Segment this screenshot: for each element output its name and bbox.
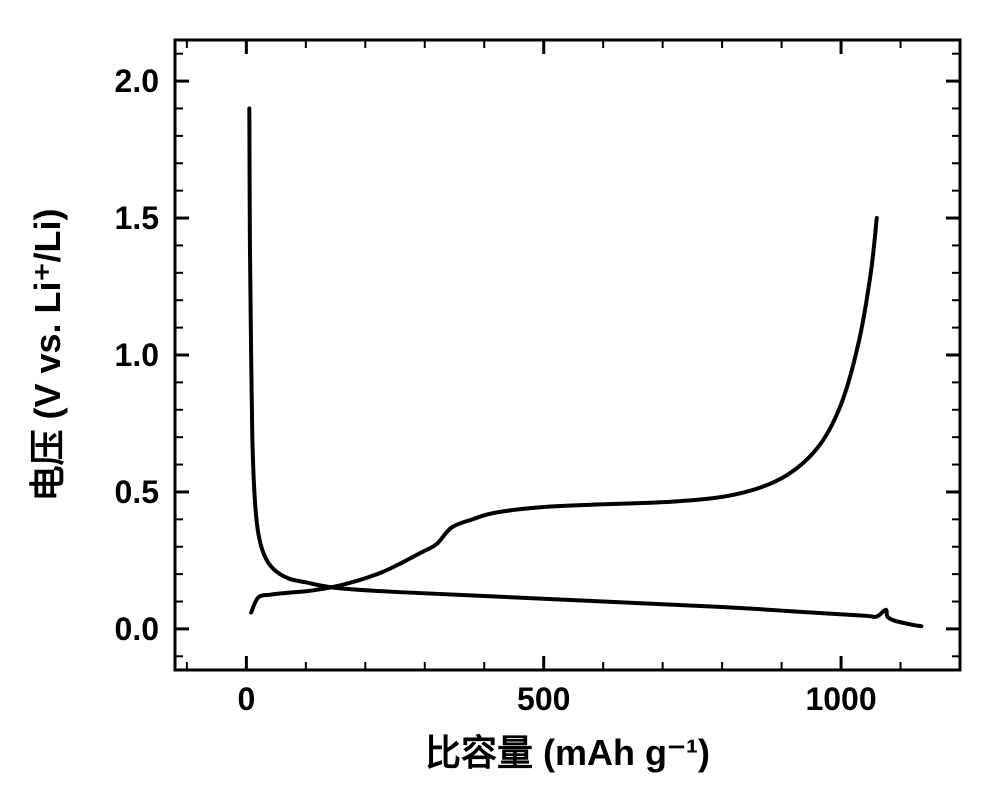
x-tick-label: 0 — [237, 681, 255, 717]
y-tick-label: 1.0 — [115, 337, 159, 373]
discharge-curve — [249, 108, 921, 626]
charge-curve — [251, 218, 877, 612]
x-axis-label: 比容量 (mAh g⁻¹) — [425, 732, 710, 773]
voltage-capacity-chart: 0 500 1000 0.0 0.5 1.0 1.5 2.0 比容量 (mAh g⁻¹) 电压 (… — [0, 0, 1000, 793]
y-tick-label: 0.5 — [115, 474, 159, 510]
y-tick-label: 2.0 — [115, 63, 159, 99]
x-tick-label: 1000 — [805, 681, 876, 717]
x-tick-label: 500 — [517, 681, 570, 717]
y-tick-label: 0.0 — [115, 611, 159, 647]
chart-container: 0 500 1000 0.0 0.5 1.0 1.5 2.0 比容量 (mAh g⁻¹) 电压 (… — [0, 0, 1000, 793]
y-axis-label: 电压 (V vs. Li⁺/Li) — [27, 208, 68, 501]
y-tick-label: 1.5 — [115, 200, 159, 236]
